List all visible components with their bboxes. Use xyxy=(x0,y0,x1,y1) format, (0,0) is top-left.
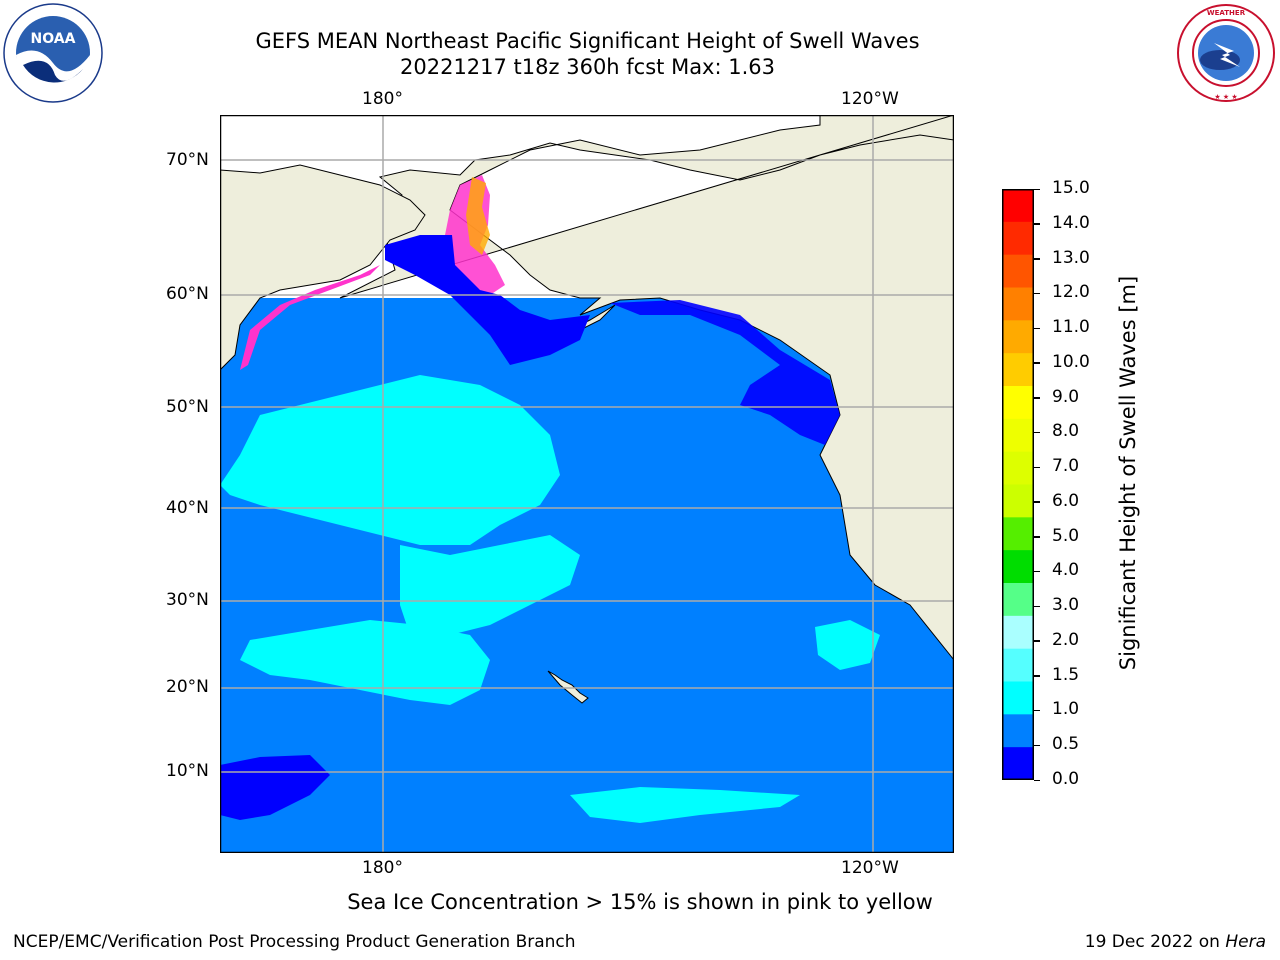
noaa-logo: NOAA xyxy=(3,3,103,103)
colorbar-tick-label: 1.5 xyxy=(1052,664,1080,685)
colorbar-swatch xyxy=(1002,681,1034,715)
nws-logo: WEATHER ★ ★ ★ xyxy=(1176,3,1276,103)
colorbar-tick-label: 0.0 xyxy=(1052,769,1080,789)
colorbar-tick-label: 12.0 xyxy=(1052,282,1090,303)
lat-label-50n: 50°N xyxy=(166,397,209,417)
colorbar-tick-mark xyxy=(1034,536,1040,538)
colorbar-swatch xyxy=(1002,451,1034,485)
colorbar-tick-mark xyxy=(1034,223,1040,225)
colorbar xyxy=(1002,189,1034,781)
footer-credit: NCEP/EMC/Verification Post Processing Pr… xyxy=(13,932,576,952)
colorbar-tick-label: 13.0 xyxy=(1052,247,1090,268)
colorbar-swatch xyxy=(1002,287,1034,321)
bottom-lon-label-120w: 120°W xyxy=(841,858,899,878)
colorbar-swatch xyxy=(1002,386,1034,420)
sea-ice-edge-yellow xyxy=(466,177,490,255)
moderate-swell-east xyxy=(815,620,880,670)
colorbar-tick-label: 11.0 xyxy=(1052,317,1090,338)
noaa-text: NOAA xyxy=(31,31,76,47)
colorbar-tick-mark xyxy=(1034,258,1040,260)
colorbar-tick-label: 15.0 xyxy=(1052,178,1090,198)
chart-subtitle: 20221217 t18z 360h fcst Max: 1.63 xyxy=(400,55,775,79)
colorbar-tick-label: 2.0 xyxy=(1052,629,1080,650)
colorbar-tick-label: 14.0 xyxy=(1052,212,1090,233)
colorbar-swatch xyxy=(1002,550,1034,584)
colorbar-swatch xyxy=(1002,254,1034,288)
footer-host: Hera xyxy=(1225,932,1266,952)
colorbar-swatch xyxy=(1002,221,1034,256)
colorbar-tick-mark xyxy=(1034,397,1040,399)
colorbar-tick-mark xyxy=(1034,675,1040,677)
colorbar-swatch xyxy=(1002,615,1034,650)
lat-label-40n: 40°N xyxy=(166,498,209,518)
colorbar-swatch xyxy=(1002,320,1034,354)
moderate-swell-tropical xyxy=(570,787,800,823)
colorbar-swatch xyxy=(1002,714,1034,748)
colorbar-swatch xyxy=(1002,353,1034,387)
lat-label-30n: 30°N xyxy=(166,590,209,610)
swell-map xyxy=(219,114,955,854)
land-alaska-canada xyxy=(339,114,955,662)
colorbar-tick-label: 4.0 xyxy=(1052,560,1080,581)
colorbar-tick-mark xyxy=(1034,362,1040,364)
colorbar-tick-mark xyxy=(1034,327,1040,330)
colorbar-tick-label: 0.5 xyxy=(1052,734,1080,755)
footer-date: 19 Dec 2022 on Hera xyxy=(1085,932,1266,952)
colorbar-tick-label: 1.0 xyxy=(1052,699,1080,720)
colorbar-tick-mark xyxy=(1034,744,1040,747)
sea-ice-note: Sea Ice Concentration > 15% is shown in … xyxy=(347,890,933,914)
colorbar-tick-mark xyxy=(1034,292,1040,295)
colorbar-swatch xyxy=(1002,747,1034,781)
colorbar-tick-mark xyxy=(1034,605,1040,608)
map-grid xyxy=(220,115,954,853)
colorbar-tick-mark xyxy=(1034,501,1040,503)
chart-title: GEFS MEAN Northeast Pacific Significant … xyxy=(255,29,920,53)
sea-ice-siberia-coast xyxy=(240,265,380,370)
moderate-swell-north xyxy=(220,375,560,545)
land-siberia xyxy=(219,164,426,372)
colorbar-tick-mark xyxy=(1034,431,1040,434)
lat-label-60n: 60°N xyxy=(166,284,209,304)
colorbar-tick-label: 8.0 xyxy=(1052,421,1080,442)
colorbar-tick-mark xyxy=(1034,640,1040,642)
lat-label-20n: 20°N xyxy=(166,677,209,697)
colorbar-tick-label: 6.0 xyxy=(1052,490,1080,511)
bottom-lon-label-180: 180° xyxy=(362,858,403,878)
colorbar-tick-label: 5.0 xyxy=(1052,525,1080,546)
top-lon-label-180: 180° xyxy=(362,89,403,109)
colorbar-swatch xyxy=(1002,189,1034,223)
low-swell-bering xyxy=(385,235,590,365)
colorbar-tick-label: 9.0 xyxy=(1052,386,1080,407)
colorbar-label: Significant Height of Swell Waves [m] xyxy=(1116,275,1140,671)
colorbar-tick-label: 3.0 xyxy=(1052,595,1080,616)
svg-text:WEATHER: WEATHER xyxy=(1207,9,1246,17)
colorbar-swatch xyxy=(1002,517,1034,551)
hawaii-islands xyxy=(547,670,589,704)
moderate-swell-south xyxy=(240,620,490,705)
colorbar-tick-mark xyxy=(1034,709,1040,712)
lat-label-10n: 10°N xyxy=(166,761,209,781)
colorbar-tick-mark xyxy=(1034,779,1040,781)
colorbar-swatch xyxy=(1002,648,1034,682)
colorbar-tick-mark xyxy=(1034,570,1040,573)
colorbar-tick-mark xyxy=(1034,466,1040,469)
colorbar-swatch xyxy=(1002,418,1034,453)
lat-label-70n: 70°N xyxy=(166,150,209,170)
footer-date-text: 19 Dec 2022 on xyxy=(1084,932,1226,952)
colorbar-swatch xyxy=(1002,583,1034,617)
colorbar-swatch xyxy=(1002,484,1034,518)
low-swell-alaska-coast xyxy=(610,300,840,445)
colorbar-tick-label: 7.0 xyxy=(1052,456,1080,477)
top-lon-label-120w: 120°W xyxy=(841,89,899,109)
colorbar-tick-mark xyxy=(1034,188,1040,190)
moderate-swell-central xyxy=(400,535,580,635)
colorbar-tick-label: 10.0 xyxy=(1052,351,1090,372)
svg-text:★ ★ ★: ★ ★ ★ xyxy=(1214,93,1237,101)
